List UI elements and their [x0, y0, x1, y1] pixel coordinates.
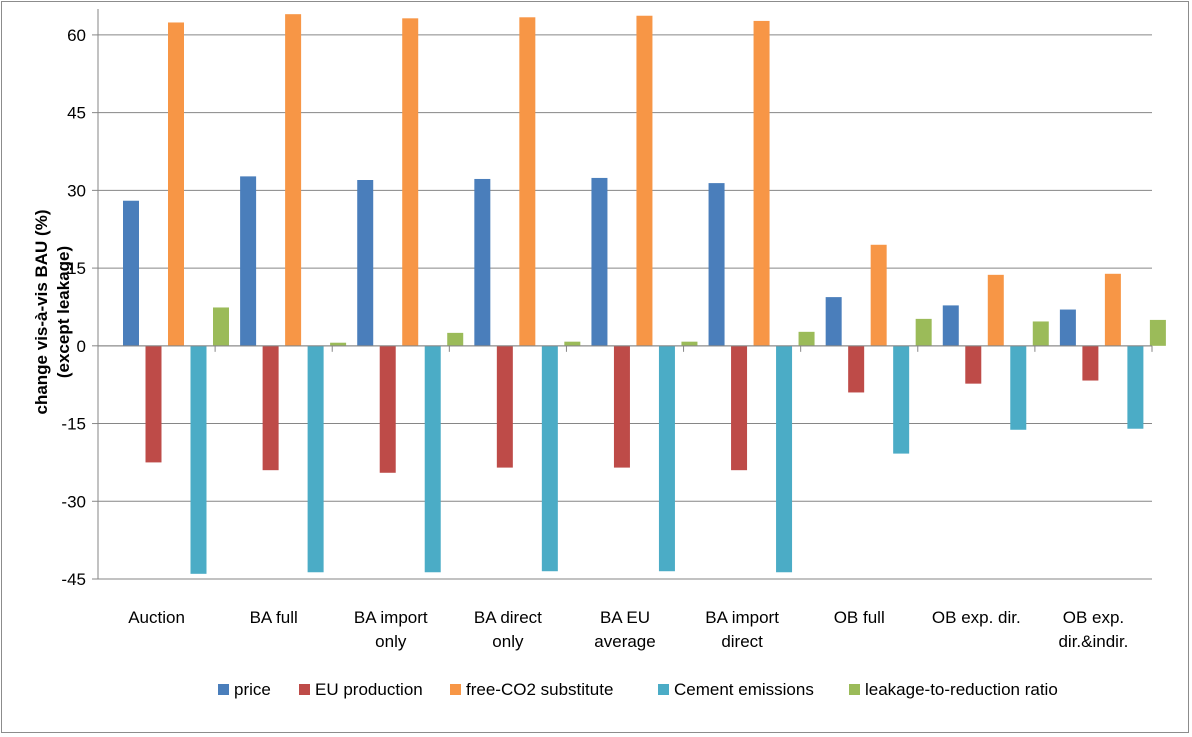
bar: [1032, 321, 1049, 346]
bar: [848, 345, 865, 393]
x-tick-label: BA import only: [354, 608, 428, 651]
bar: [1082, 345, 1099, 381]
bar: [402, 18, 419, 346]
bar: [825, 297, 842, 346]
bar: [357, 180, 374, 346]
legend-swatch: [218, 684, 229, 695]
x-axis-labels: Auction BA full BA import only BA direct only…: [128, 608, 1128, 651]
legend-label: EU production: [315, 680, 423, 699]
x-tick-label: OB full: [834, 608, 885, 627]
bar: [1059, 309, 1076, 346]
x-tick-label: OB exp. dir.&indir.: [1058, 608, 1128, 651]
bar: [168, 22, 184, 346]
legend-label: price: [234, 680, 271, 699]
y-tick-label: 15: [67, 259, 86, 278]
bar: [424, 345, 441, 573]
legend-label: leakage-to-reduction ratio: [865, 680, 1058, 699]
y-tick-label: -30: [61, 492, 86, 511]
bar: [870, 244, 887, 346]
x-tick-label: Auction: [128, 608, 185, 627]
legend-swatch: [849, 684, 860, 695]
bar: [519, 17, 536, 346]
bar: [1104, 273, 1121, 346]
bar: [591, 177, 608, 346]
bar: [731, 345, 748, 471]
bar: [541, 345, 558, 572]
y-tick-label: -15: [61, 415, 86, 434]
bar: [240, 176, 257, 346]
bar: [474, 178, 491, 346]
bar: [285, 14, 302, 346]
y-axis-label-line1: change vis-à-vis BAU (%): [32, 210, 51, 415]
bar: [776, 345, 793, 573]
bar: [658, 345, 675, 572]
bar: [613, 345, 630, 468]
y-tick-label: -45: [61, 570, 86, 589]
bar: [987, 274, 1004, 346]
y-tick-label: 30: [67, 181, 86, 200]
legend-swatch: [450, 684, 461, 695]
legend: price EU production free-CO2 substitute Cem…: [218, 680, 1058, 699]
bar: [708, 183, 725, 346]
x-tick-label: BA full: [250, 608, 298, 627]
legend-label: Cement emissions: [674, 680, 814, 699]
bar: [379, 345, 396, 473]
y-tick-label: 60: [67, 26, 86, 45]
y-axis-ticks: -45 -30 -15 0 15 30 45 60: [61, 9, 99, 589]
bar: [893, 345, 910, 454]
x-axis: [97, 345, 1153, 352]
bar: [262, 345, 279, 471]
bar: [798, 331, 815, 346]
x-tick-label: OB exp. dir.: [932, 608, 1021, 627]
bar: [496, 345, 513, 468]
bar: [965, 345, 982, 384]
bar: [636, 15, 653, 346]
bar: [447, 332, 464, 346]
bar: [307, 345, 324, 573]
legend-label: free-CO2 substitute: [466, 680, 613, 699]
bar: [213, 307, 229, 346]
bar: [330, 342, 347, 346]
bar: [681, 341, 698, 346]
bar: [915, 318, 932, 346]
bar: [1010, 345, 1027, 430]
legend-swatch: [658, 684, 669, 695]
y-tick-label: 45: [67, 104, 86, 123]
legend-swatch: [299, 684, 310, 695]
y-axis-label-line2: (except leakage): [54, 246, 73, 378]
bar: [1127, 345, 1144, 429]
bar: [190, 345, 207, 574]
bar: [123, 200, 139, 346]
y-tick-label: 0: [77, 337, 86, 356]
bar: [145, 345, 162, 463]
bar: [564, 341, 581, 346]
bars: [123, 14, 1166, 574]
x-tick-label: BA direct only: [474, 608, 542, 651]
x-tick-label: BA import direct: [705, 608, 779, 651]
bar: [753, 20, 770, 346]
x-tick-label: BA EU average: [594, 608, 655, 651]
bar: [1149, 319, 1166, 346]
bar: [942, 305, 959, 346]
